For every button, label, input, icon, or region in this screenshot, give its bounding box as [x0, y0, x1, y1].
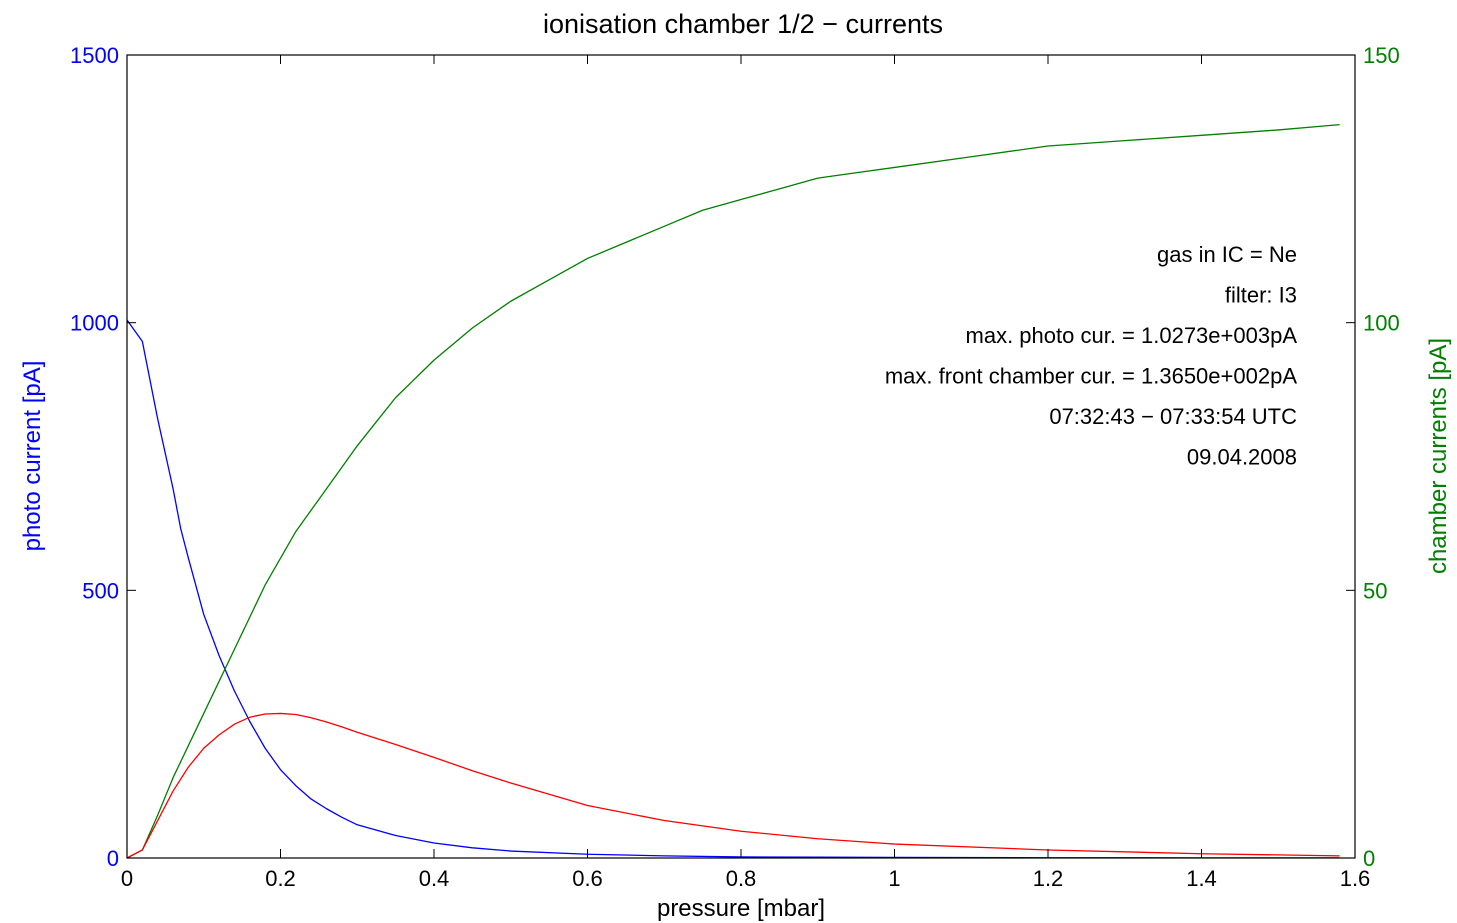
left-y-tick-label: 1500	[70, 43, 119, 68]
rear-chamber-current-line	[126, 712, 1340, 859]
photo-current-line	[126, 319, 1340, 859]
x-tick-label: 0.4	[419, 866, 450, 891]
x-axis-ticks: 0 0.2 0.4 0.6 0.8 1 1.2 1.4 1.6	[121, 55, 1370, 891]
right-y-tick-label: 0	[1363, 846, 1375, 871]
x-tick-label: 0.2	[265, 866, 296, 891]
right-y-tick-label: 150	[1363, 43, 1400, 68]
plot-frame	[126, 54, 1356, 859]
x-tick-label: 1.2	[1033, 866, 1064, 891]
x-tick-label: 1.4	[1186, 866, 1217, 891]
annotation-line: max. photo cur. = 1.0273e+003pA	[966, 323, 1298, 348]
left-y-axis-ticks: 0 500 1000 1500	[70, 43, 136, 871]
x-tick-label: 0.8	[726, 866, 757, 891]
chart-title: ionisation chamber 1/2 − currents	[543, 9, 943, 39]
left-y-tick-label: 1000	[70, 311, 119, 336]
left-y-tick-label: 500	[82, 578, 119, 603]
right-y-tick-label: 50	[1363, 578, 1387, 603]
annotation-line: 07:32:43 − 07:33:54 UTC	[1049, 404, 1297, 429]
x-axis-title: pressure [mbar]	[657, 895, 825, 922]
x-tick-label: 1.6	[1340, 866, 1371, 891]
x-tick-label: 0.6	[572, 866, 603, 891]
left-y-axis-title: photo current [pA]	[19, 361, 46, 552]
x-tick-label: 0	[121, 866, 133, 891]
front-chamber-current-line	[126, 123, 1340, 859]
left-y-tick-label: 0	[107, 846, 119, 871]
annotation-line: 09.04.2008	[1187, 445, 1297, 470]
right-y-axis-title: chamber currents [pA]	[1425, 338, 1452, 574]
x-tick-label: 1	[888, 866, 900, 891]
annotation-line: gas in IC = Ne	[1157, 242, 1297, 267]
right-y-tick-label: 100	[1363, 311, 1400, 336]
right-y-axis-ticks: 0 50 100 150	[1346, 43, 1400, 871]
annotation-line: filter: I3	[1225, 283, 1297, 308]
annotation-line: max. front chamber cur. = 1.3650e+002pA	[885, 364, 1297, 389]
series-layer	[126, 123, 1340, 859]
annotation-block: gas in IC = Ne filter: I3 max. photo cur. …	[885, 242, 1297, 470]
